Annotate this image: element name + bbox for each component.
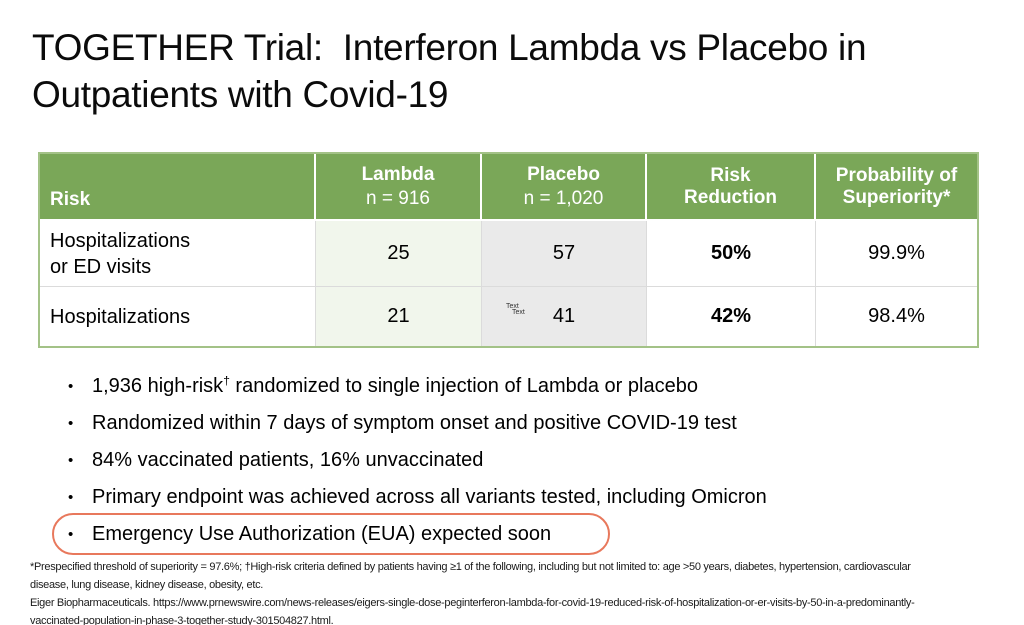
bullet-dot: • bbox=[68, 415, 74, 432]
header-risk-reduction-line1: Risk bbox=[710, 164, 751, 186]
header-placebo-n: n = 1,020 bbox=[523, 187, 604, 209]
bullet-dot: • bbox=[68, 489, 74, 506]
bullet-dot: • bbox=[68, 378, 74, 395]
table-header-row: Risk Lambda n = 916 Placebo n = 1,020 Ri… bbox=[40, 154, 977, 221]
bullet-text: 1,936 high-risk† randomized to single in… bbox=[92, 373, 698, 397]
bullet-text: Randomized within 7 days of symptom onse… bbox=[92, 412, 737, 434]
bullet-item-window: • Randomized within 7 days of symptom on… bbox=[68, 405, 908, 442]
row1-risk-label: Hospitalizations or ED visits bbox=[40, 221, 316, 286]
text-placeholder-line1: Text bbox=[506, 303, 519, 310]
footnote-line-2: disease, lung disease, kidney disease, o… bbox=[30, 579, 264, 591]
header-probability-line2: Superiority* bbox=[842, 186, 951, 208]
header-lambda-name: Lambda bbox=[361, 163, 435, 185]
bullet-text: 84% vaccinated patients, 16% unvaccinate… bbox=[92, 449, 484, 471]
row1-probability-value: 99.9% bbox=[816, 221, 977, 286]
title-line-2: Outpatients with Covid-19 bbox=[32, 74, 449, 115]
bullet-text: Primary endpoint was achieved across all… bbox=[92, 486, 767, 508]
header-placebo-name: Placebo bbox=[527, 163, 600, 185]
header-placebo: Placebo n = 1,020 bbox=[482, 154, 647, 221]
row1-risk-line2: or ED visits bbox=[50, 255, 152, 278]
footnote: *Prespecified threshold of superiority =… bbox=[30, 558, 1005, 625]
bullet-dot: • bbox=[68, 526, 74, 543]
header-risk-label: Risk bbox=[50, 189, 91, 210]
row2-probability-value: 98.4% bbox=[816, 286, 977, 346]
bullet-text: Emergency Use Authorization (EUA) expect… bbox=[92, 523, 552, 545]
table-row-hosp-ed: Hospitalizations or ED visits 25 57 50% … bbox=[40, 221, 977, 286]
results-table: Risk Lambda n = 916 Placebo n = 1,020 Ri… bbox=[38, 152, 979, 348]
header-risk: Risk bbox=[40, 154, 316, 221]
table-row-hosp: Hospitalizations 21 Text Text 41 42% 98.4… bbox=[40, 286, 977, 346]
title-line-1: TOGETHER Trial: Interferon Lambda vs Pla… bbox=[32, 27, 867, 68]
row2-risk-label: Hospitalizations bbox=[40, 286, 316, 346]
row1-lambda-value: 25 bbox=[316, 221, 482, 286]
dagger-superscript: † bbox=[223, 373, 230, 388]
bullet-item-eua: • Emergency Use Authorization (EUA) expe… bbox=[52, 513, 908, 555]
bullet-item-randomization: • 1,936 high-risk† randomized to single … bbox=[68, 368, 908, 405]
header-lambda-n: n = 916 bbox=[366, 187, 430, 209]
footnote-line-3: Eiger Biopharmaceuticals. https://www.pr… bbox=[30, 597, 915, 609]
bullet-item-endpoint: • Primary endpoint was achieved across a… bbox=[68, 479, 908, 516]
text-placeholder-line2: Text bbox=[512, 309, 525, 316]
row1-risk-line1: Hospitalizations bbox=[50, 229, 191, 252]
row2-placebo-value: 41 bbox=[552, 305, 576, 327]
bullet-item-vaccination: • 84% vaccinated patients, 16% unvaccina… bbox=[68, 442, 908, 479]
row1-placebo-value: 57 bbox=[482, 221, 647, 286]
header-probability: Probability of Superiority* bbox=[816, 154, 977, 221]
text-placeholder-artifact: Text Text bbox=[506, 303, 525, 316]
row2-lambda-value: 21 bbox=[316, 286, 482, 346]
row2-placebo-cell: Text Text 41 bbox=[482, 286, 647, 346]
bullet-list: • 1,936 high-risk† randomized to single … bbox=[52, 368, 908, 555]
footnote-line-4: vaccinated-population-in-phase-3-togethe… bbox=[30, 615, 334, 625]
footnote-line-1: *Prespecified threshold of superiority =… bbox=[30, 561, 911, 573]
header-probability-line1: Probability of bbox=[835, 164, 958, 186]
header-risk-reduction-line2: Reduction bbox=[684, 186, 777, 208]
header-risk-reduction: Risk Reduction bbox=[647, 154, 816, 221]
row2-risk-reduction-value: 42% bbox=[647, 286, 816, 346]
page-title: TOGETHER Trial: Interferon Lambda vs Pla… bbox=[32, 24, 867, 118]
bullet-dot: • bbox=[68, 452, 74, 469]
row1-risk-reduction-value: 50% bbox=[647, 221, 816, 286]
header-lambda: Lambda n = 916 bbox=[316, 154, 482, 221]
